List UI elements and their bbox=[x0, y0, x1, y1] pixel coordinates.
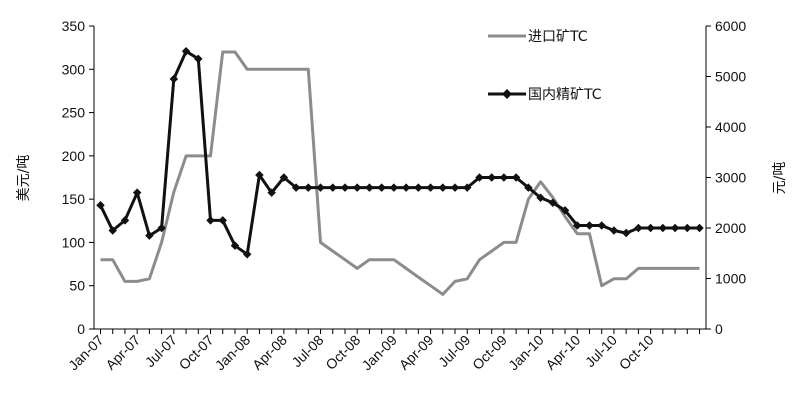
series-point-1 bbox=[475, 173, 484, 182]
series-point-1 bbox=[316, 183, 325, 192]
right-tick-label: 5000 bbox=[715, 69, 746, 85]
series-point-1 bbox=[120, 216, 130, 225]
series-point-1 bbox=[365, 183, 374, 192]
right-tick-label: 6000 bbox=[715, 18, 746, 34]
series-point-1 bbox=[194, 54, 203, 64]
legend-label-domestic-tc: 国内精矿TC bbox=[528, 87, 602, 103]
x-tick-label: Apr-08 bbox=[249, 332, 290, 373]
x-ticks: Jan-07Apr-07Jul-07Oct-07Jan-08Apr-08Jul-… bbox=[65, 329, 700, 374]
left-tick-label: 300 bbox=[62, 61, 86, 77]
legend-marker-domestic-tc bbox=[502, 89, 512, 99]
series-point-1 bbox=[169, 74, 179, 84]
x-tick-label: Oct-08 bbox=[322, 332, 363, 373]
series-point-1 bbox=[450, 183, 460, 192]
series-point-1 bbox=[585, 221, 594, 230]
series-point-1 bbox=[401, 183, 411, 192]
x-tick-label: Jul-07 bbox=[142, 332, 180, 370]
series-point-1 bbox=[291, 183, 301, 192]
x-tick-label: Apr-09 bbox=[396, 332, 437, 373]
right-y-axis-title: 元/吨 bbox=[772, 162, 788, 195]
series-point-1 bbox=[352, 183, 362, 192]
plot-frame bbox=[93, 26, 707, 330]
series-point-1 bbox=[438, 183, 448, 192]
x-tick-label: Apr-10 bbox=[542, 332, 583, 373]
right-tick-label: 1000 bbox=[715, 271, 746, 287]
legend-item-imported-tc: 进口矿TC bbox=[488, 29, 588, 45]
x-tick-label: Oct-07 bbox=[176, 332, 217, 373]
series-point-1 bbox=[462, 183, 472, 192]
x-tick-label: Jan-08 bbox=[212, 332, 254, 374]
series-point-1 bbox=[96, 201, 105, 210]
series-point-1 bbox=[646, 223, 655, 233]
series-point-1 bbox=[634, 223, 643, 233]
x-tick-label: Jul-09 bbox=[435, 332, 473, 370]
x-tick-label: Jul-08 bbox=[288, 332, 326, 370]
series-point-1 bbox=[218, 216, 227, 225]
right-tick-label: 0 bbox=[715, 321, 723, 337]
left-tick-label: 200 bbox=[62, 148, 86, 164]
series-point-1 bbox=[230, 241, 240, 250]
series-point-1 bbox=[414, 183, 423, 192]
x-tick-label: Jul-10 bbox=[582, 332, 620, 370]
right-tick-label: 3000 bbox=[715, 170, 746, 186]
series-point-1 bbox=[597, 221, 606, 230]
x-tick-label: Jan-10 bbox=[505, 332, 547, 374]
series-point-1 bbox=[242, 250, 252, 259]
left-tick-label: 250 bbox=[62, 105, 86, 121]
left-y-ticks: 0 50 100 150 200 250 300 350 bbox=[62, 18, 94, 337]
series-point-1 bbox=[670, 223, 680, 233]
legend-label-imported-tc: 进口矿TC bbox=[528, 29, 588, 45]
x-tick-label: Jan-07 bbox=[65, 332, 107, 374]
series-point-1 bbox=[145, 231, 154, 240]
series-point-1 bbox=[389, 183, 399, 192]
series-point-1 bbox=[279, 173, 289, 182]
series-point-1 bbox=[157, 223, 166, 233]
series-point-1 bbox=[499, 173, 509, 182]
x-tick-label: Oct-09 bbox=[469, 332, 510, 373]
left-tick-label: 350 bbox=[62, 18, 86, 34]
series-point-1 bbox=[426, 183, 435, 192]
left-tick-label: 50 bbox=[69, 278, 85, 294]
series-point-1 bbox=[683, 223, 692, 233]
left-tick-label: 100 bbox=[62, 234, 86, 250]
x-tick-label: Apr-07 bbox=[102, 332, 143, 373]
legend-item-domestic-tc: 国内精矿TC bbox=[488, 87, 602, 103]
series-point-1 bbox=[108, 226, 117, 235]
series-point-1 bbox=[658, 223, 668, 233]
series-point-1 bbox=[340, 183, 350, 192]
right-y-ticks: 0 1000 2000 3000 4000 5000 6000 bbox=[706, 18, 746, 337]
series-point-1 bbox=[255, 170, 264, 180]
series-point-1 bbox=[609, 226, 619, 235]
series-point-1 bbox=[328, 183, 338, 192]
series-point-1 bbox=[377, 183, 386, 192]
right-tick-label: 2000 bbox=[715, 220, 746, 236]
x-tick-label: Jan-09 bbox=[358, 332, 400, 374]
right-tick-label: 4000 bbox=[715, 119, 746, 135]
series-point-1 bbox=[267, 188, 276, 197]
series-point-1 bbox=[181, 47, 191, 56]
legend: 进口矿TC 国内精矿TC bbox=[488, 29, 602, 103]
series-point-1 bbox=[132, 188, 142, 197]
series-point-1 bbox=[487, 173, 496, 182]
left-tick-label: 150 bbox=[62, 191, 86, 207]
series-point-1 bbox=[304, 183, 313, 192]
x-tick-label: Oct-10 bbox=[616, 332, 657, 373]
series-point-1 bbox=[695, 223, 704, 233]
series-point-1 bbox=[206, 216, 215, 225]
series-layer bbox=[96, 47, 704, 296]
left-y-axis-title: 美元/吨 bbox=[16, 155, 32, 202]
series-line-1 bbox=[99, 49, 700, 256]
series-point-1 bbox=[621, 228, 631, 238]
left-tick-label: 0 bbox=[77, 321, 85, 337]
series-line-0 bbox=[100, 50, 700, 296]
